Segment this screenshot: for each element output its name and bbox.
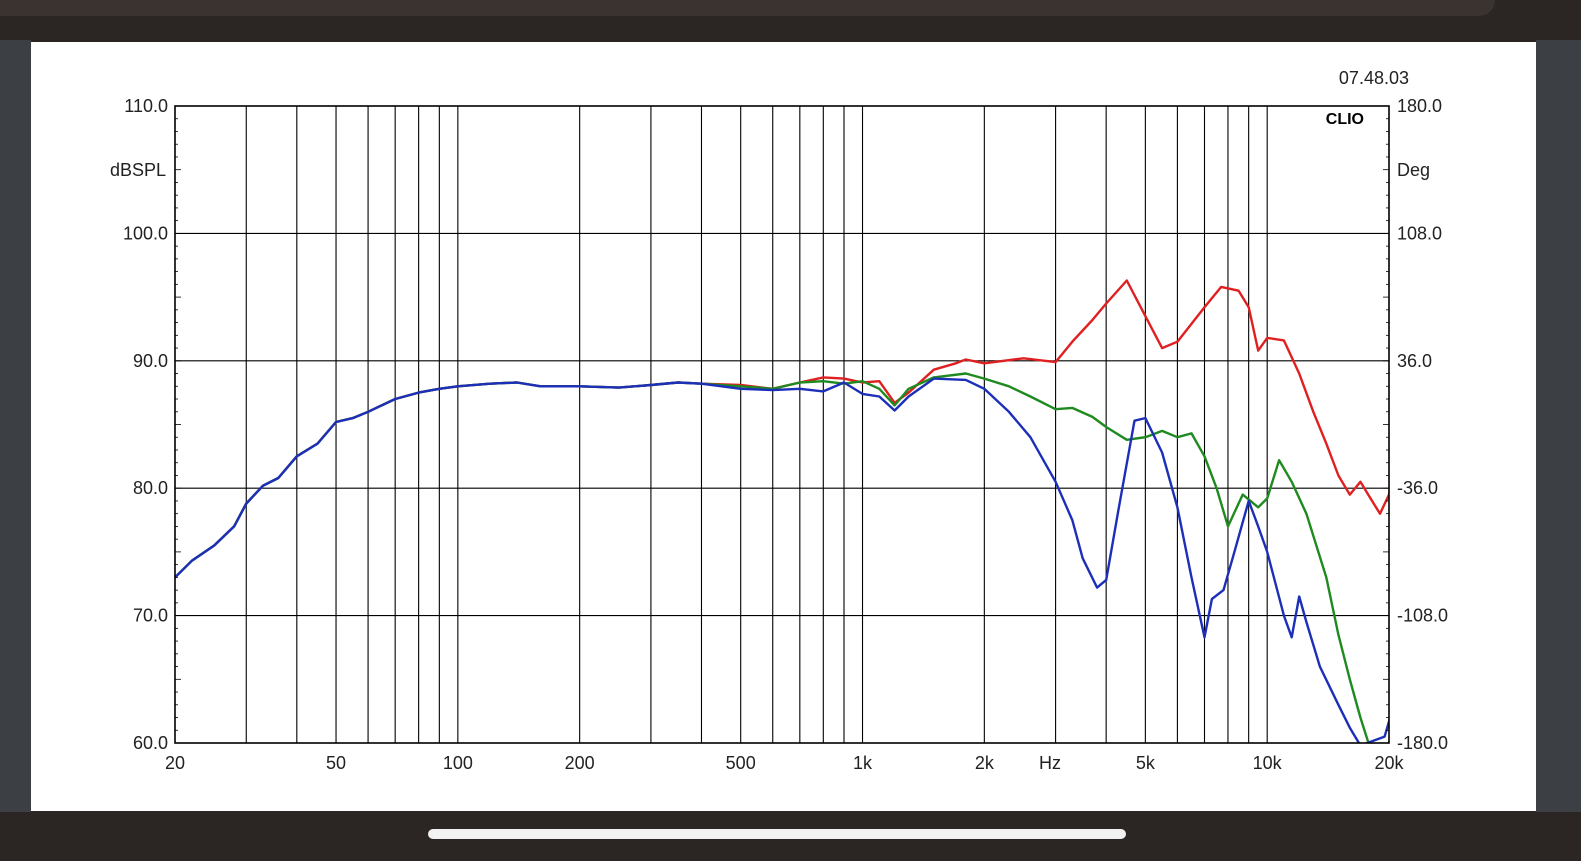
y-tick-label-right: 108.0 [1397,223,1442,243]
left-background-strip [0,40,31,812]
y-axis-label-left: dBSPL [110,160,166,180]
x-tick-label: 50 [326,753,346,773]
x-tick-label: 200 [565,753,595,773]
home-indicator[interactable] [428,829,1126,839]
top-bar [0,0,1581,40]
y-tick-label-left: 110.0 [124,96,168,116]
y-axis-label-right: Deg [1397,160,1430,180]
series-line-2 [175,372,1389,743]
x-tick-label: 2k [975,753,995,773]
top-bar-edge [0,0,1495,16]
series-line-3 [175,377,1389,743]
x-tick-label: 20k [1374,753,1404,773]
x-axis-label: Hz [1039,753,1061,773]
y-tick-label-right: -108.0 [1397,606,1448,626]
y-tick-label-right: -180.0 [1397,733,1448,753]
series-layer [175,279,1389,743]
series-line-1 [175,279,1389,579]
y-tick-label-left: 100.0 [123,223,168,243]
x-tick-label: 100 [443,753,473,773]
plot-frame [174,105,1390,744]
chart-panel: 20 50 100 200 500 1k 2k 5k 10k 20k 110.0 100.0 90.0 8… [31,42,1536,811]
x-tick-label: 5k [1136,753,1156,773]
x-tick-label: 20 [165,753,185,773]
timestamp: 07.48.03 [1339,68,1409,88]
right-background-strip [1536,40,1581,812]
y-tick-label-left: 80.0 [133,478,168,498]
x-tick-label: 10k [1253,753,1283,773]
brand-label: CLIO [1326,111,1364,128]
y-tick-label-left: 60.0 [133,733,168,753]
grid [175,106,1389,743]
y-tick-label-right: -36.0 [1397,478,1438,498]
tick-marks [175,105,1389,744]
x-tick-label: 500 [726,753,756,773]
y-tick-label-left: 90.0 [133,351,168,371]
y-tick-label-right: 36.0 [1397,351,1432,371]
y-tick-label-left: 70.0 [133,606,168,626]
frequency-response-chart: 20 50 100 200 500 1k 2k 5k 10k 20k 110.0 100.0 90.0 8… [110,68,1448,773]
x-tick-label: 1k [853,753,873,773]
tick-labels: 20 50 100 200 500 1k 2k 5k 10k 20k 110.0 100.0 90.0 8… [123,96,1448,773]
y-tick-label-right: 180.0 [1397,96,1442,116]
